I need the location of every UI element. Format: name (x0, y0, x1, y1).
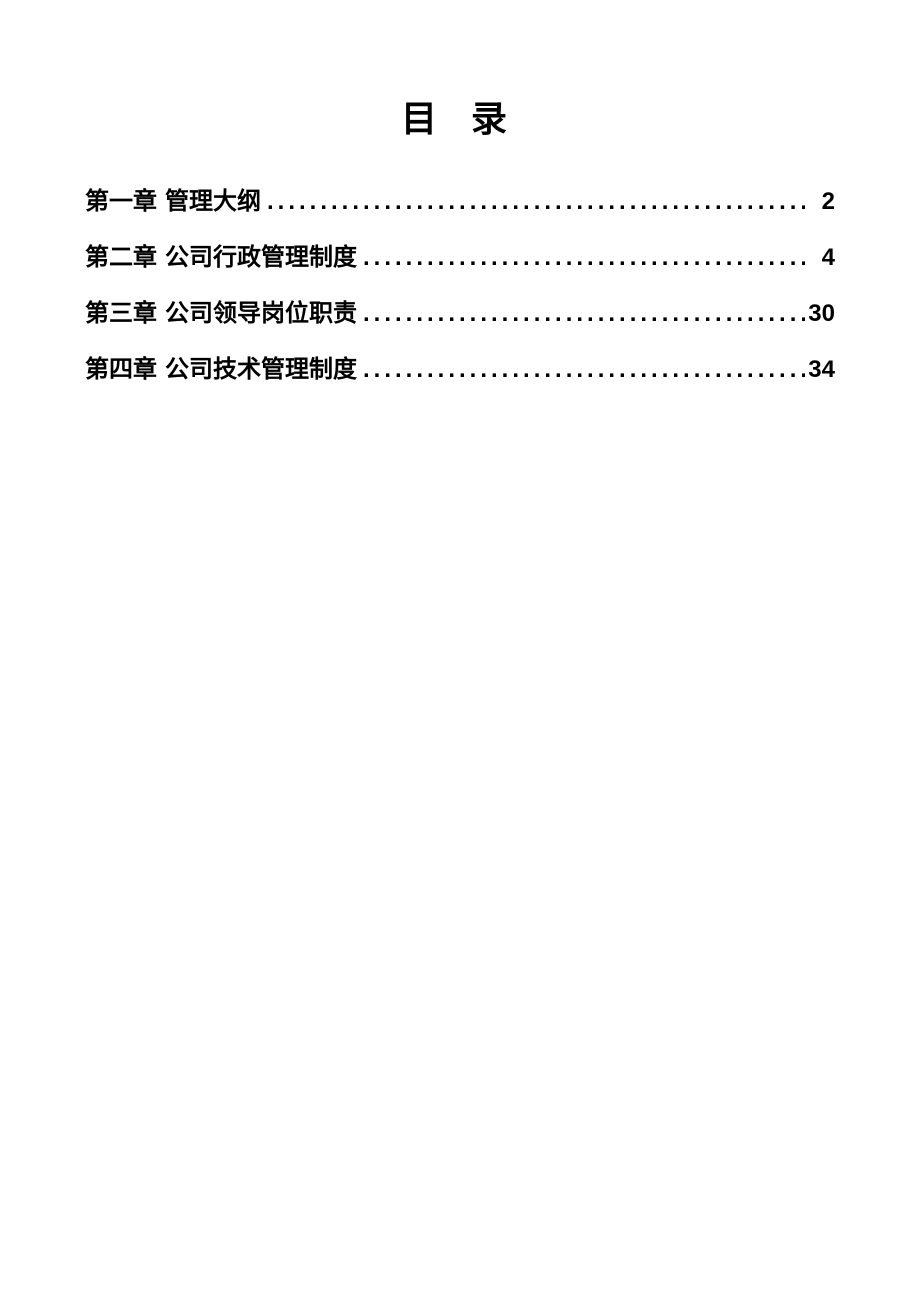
toc-entry: 第二章 公司行政管理制度 ...........................… (85, 240, 835, 276)
toc-page-number: 4 (805, 240, 835, 276)
toc-leader-dots: ........................................… (357, 240, 805, 276)
toc-page-number: 30 (805, 296, 835, 332)
document-page: 目 录 第一章 管理大纲 ...........................… (0, 0, 920, 388)
toc-leader-dots: ........................................… (357, 296, 805, 332)
toc-chapter-label: 第三章 (85, 296, 157, 332)
toc-list: 第一章 管理大纲 ...............................… (85, 184, 835, 388)
toc-chapter-label: 第二章 (85, 240, 157, 276)
toc-chapter-label: 第四章 (85, 352, 157, 388)
toc-entry: 第一章 管理大纲 ...............................… (85, 184, 835, 220)
toc-entry-name: 管理大纲 (165, 184, 261, 220)
toc-entry-name: 公司技术管理制度 (165, 352, 357, 388)
toc-entry: 第四章 公司技术管理制度 ...........................… (85, 352, 835, 388)
toc-title: 目 录 (85, 90, 835, 142)
toc-chapter-label: 第一章 (85, 184, 157, 220)
toc-leader-dots: ........................................… (357, 352, 805, 388)
toc-entry: 第三章 公司领导岗位职责 ...........................… (85, 296, 835, 332)
toc-leader-dots: ........................................… (261, 184, 805, 220)
toc-entry-name: 公司行政管理制度 (165, 240, 357, 276)
toc-page-number: 34 (805, 352, 835, 388)
toc-page-number: 2 (805, 184, 835, 220)
toc-entry-name: 公司领导岗位职责 (165, 296, 357, 332)
